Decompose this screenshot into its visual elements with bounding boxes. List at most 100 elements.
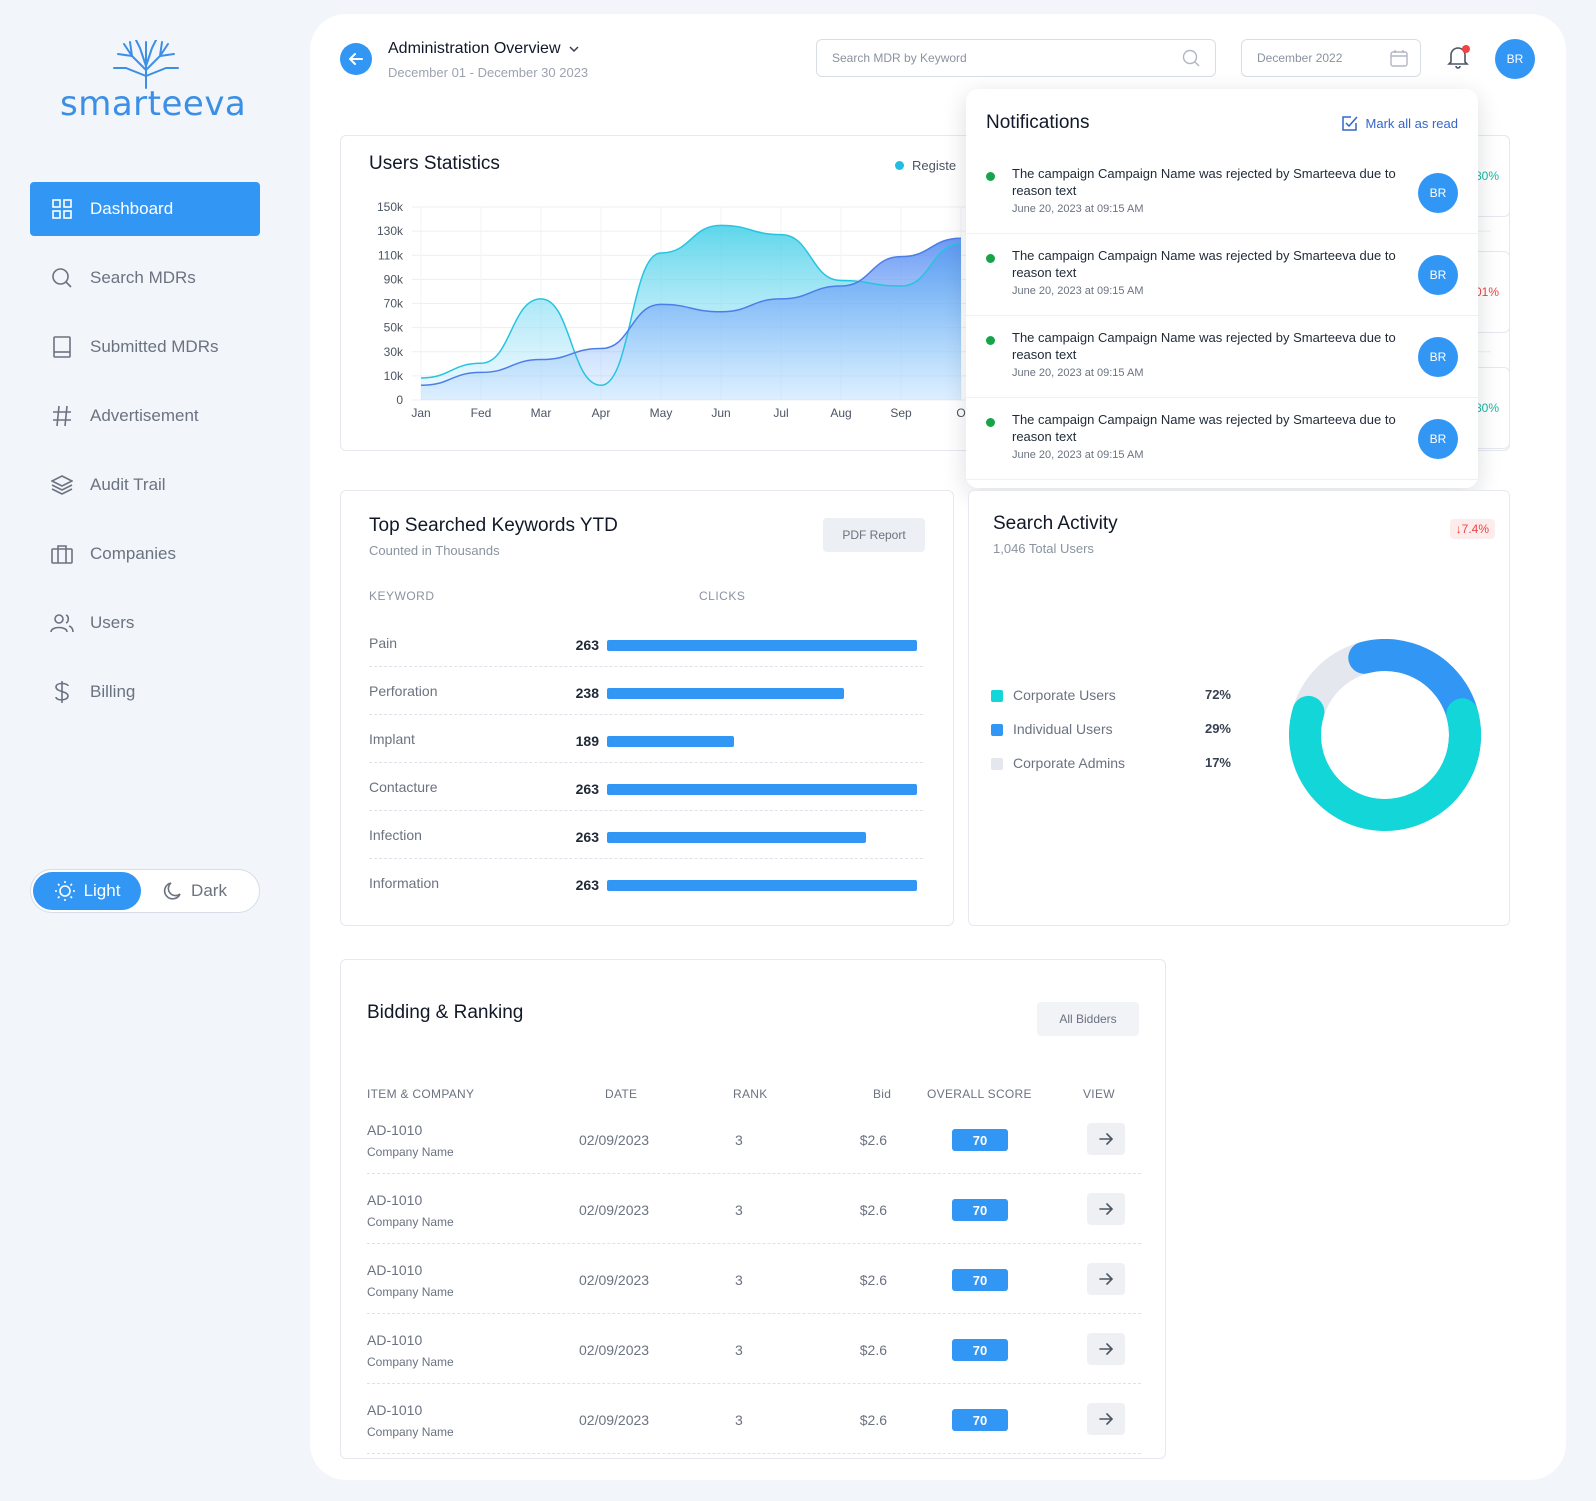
sidebar-item-label: Dashboard — [90, 199, 174, 218]
notification-text: The campaign Campaign Name was rejected … — [1012, 166, 1396, 198]
search-input[interactable] — [816, 39, 1216, 77]
keywords-title: Top Searched Keywords YTD — [369, 515, 618, 536]
search-activity-card: Search Activity 1,046 Total Users ↓7.4% … — [968, 490, 1510, 926]
sidebar-item-billing[interactable]: Billing — [30, 665, 260, 719]
view-button[interactable] — [1087, 1263, 1125, 1295]
keyword-clicks: 263 — [575, 637, 599, 653]
sidebar-item-advertisement[interactable]: Advertisement — [30, 389, 260, 443]
notification-item[interactable]: The campaign Campaign Name was rejected … — [966, 316, 1478, 398]
sidebar-item-submitted-mdrs[interactable]: Submitted MDRs — [30, 320, 260, 374]
donut-legend: Corporate Users 72% Individual Users 29% C… — [991, 687, 1231, 789]
search-activity-subtitle: 1,046 Total Users — [993, 541, 1094, 556]
keyword-row: Infection 263 — [369, 811, 923, 859]
item-id: AD-1010 — [367, 1332, 423, 1348]
legend-row: Individual Users 29% — [991, 721, 1231, 755]
layers-icon — [50, 473, 74, 497]
sidebar-item-dashboard[interactable]: Dashboard — [30, 182, 260, 236]
page-title-dropdown[interactable]: Administration Overview — [388, 40, 579, 58]
x-tick-label: Apr — [592, 406, 611, 420]
item-id: AD-1010 — [367, 1262, 423, 1278]
grid-icon — [50, 197, 74, 221]
y-tick-label: 0 — [396, 393, 403, 407]
legend-label: Corporate Users — [1013, 687, 1116, 703]
bell-icon — [1447, 47, 1469, 69]
keyword-name: Information — [369, 875, 440, 891]
y-tick-label: 50k — [384, 321, 404, 335]
row-date: 02/09/2023 — [579, 1132, 650, 1148]
x-tick-label: Fed — [471, 406, 492, 420]
sidebar-item-search-mdrs[interactable]: Search MDRs — [30, 251, 260, 305]
row-rank: 3 — [735, 1202, 743, 1218]
keyword-row: Information 263 — [369, 859, 923, 907]
brand-logo: smarteeva — [58, 40, 246, 125]
sidebar-item-companies[interactable]: Companies — [30, 527, 260, 581]
notification-item[interactable]: The campaign Campaign Name was rejected … — [966, 152, 1478, 234]
keyword-bar — [607, 736, 734, 747]
view-button[interactable] — [1087, 1123, 1125, 1155]
keyword-bar — [607, 784, 917, 795]
view-button[interactable] — [1087, 1333, 1125, 1365]
keywords-list: Pain 263 Perforation 238 Implant 189 Contac… — [369, 619, 923, 907]
sidebar-item-users[interactable]: Users — [30, 596, 260, 650]
keyword-name: Contacture — [369, 779, 438, 795]
item-id: AD-1010 — [367, 1192, 423, 1208]
bidding-ranking-card: Bidding & Ranking All Bidders ITEM & COM… — [340, 959, 1166, 1459]
sun-icon — [54, 881, 75, 901]
theme-light-option[interactable]: Light — [33, 872, 141, 910]
view-button[interactable] — [1087, 1403, 1125, 1435]
column-clicks: CLICKS — [699, 589, 746, 603]
item-id: AD-1010 — [367, 1402, 423, 1418]
row-bid: $2.6 — [859, 1412, 887, 1428]
back-button[interactable] — [340, 43, 372, 75]
score-badge: 70 — [952, 1339, 1008, 1361]
date-picker-value: December 2022 — [1257, 51, 1343, 65]
company-name: Company Name — [367, 1425, 454, 1439]
sidebar-item-label: Billing — [90, 682, 136, 701]
notification-item[interactable]: The campaign Campaign Name was rejected … — [966, 234, 1478, 316]
date-picker[interactable]: December 2022 — [1241, 39, 1421, 77]
theme-dark-option[interactable]: Dark — [141, 872, 249, 910]
score-badge: 70 — [952, 1409, 1008, 1431]
keyword-bar — [607, 832, 866, 843]
row-bid: $2.6 — [859, 1132, 887, 1148]
table-row: AD-1010 Company Name 02/09/2023 3 $2.6 7… — [367, 1384, 1141, 1454]
keyword-clicks: 238 — [575, 685, 599, 701]
sidebar-item-label: Companies — [90, 544, 176, 563]
hash-icon — [50, 404, 74, 428]
arrow-right-icon — [1099, 1203, 1113, 1215]
column-keyword: KEYWORD — [369, 589, 435, 603]
pdf-report-button[interactable]: PDF Report — [823, 518, 925, 552]
arrow-right-icon — [1099, 1133, 1113, 1145]
keyword-clicks: 263 — [575, 781, 599, 797]
legend-swatch — [991, 690, 1003, 702]
notifications-button[interactable] — [1447, 45, 1470, 74]
row-rank: 3 — [735, 1342, 743, 1358]
avatar: BR — [1418, 419, 1458, 459]
arrow-right-icon — [1099, 1413, 1113, 1425]
legend-row: Corporate Admins 17% — [991, 755, 1231, 789]
row-date: 02/09/2023 — [579, 1272, 650, 1288]
notifications-list: The campaign Campaign Name was rejected … — [966, 152, 1478, 480]
keywords-subtitle: Counted in Thousands — [369, 543, 500, 558]
notification-item[interactable]: The campaign Campaign Name was rejected … — [966, 398, 1478, 480]
score-badge: 70 — [952, 1269, 1008, 1291]
user-avatar[interactable]: BR — [1495, 39, 1535, 79]
page-title: Administration Overview — [388, 40, 561, 57]
unread-indicator — [986, 172, 995, 181]
notifications-title: Notifications — [986, 112, 1090, 133]
keyword-name: Infection — [369, 827, 422, 843]
keyword-bar — [607, 640, 917, 651]
keyword-bar — [607, 880, 917, 891]
row-rank: 3 — [735, 1272, 743, 1288]
row-rank: 3 — [735, 1132, 743, 1148]
column-header: DATE — [605, 1087, 638, 1101]
sidebar-item-label: Advertisement — [90, 406, 199, 425]
all-bidders-button[interactable]: All Bidders — [1037, 1002, 1139, 1036]
legend-value: 72% — [1204, 687, 1231, 702]
main-panel: Administration Overview December 01 - De… — [310, 14, 1566, 1480]
sidebar-item-audit-trail[interactable]: Audit Trail — [30, 458, 260, 512]
view-button[interactable] — [1087, 1193, 1125, 1225]
mark-all-read-button[interactable]: Mark all as read — [1341, 115, 1458, 132]
avatar: BR — [1418, 337, 1458, 377]
table-row: AD-1010 Company Name 02/09/2023 3 $2.6 7… — [367, 1314, 1141, 1384]
